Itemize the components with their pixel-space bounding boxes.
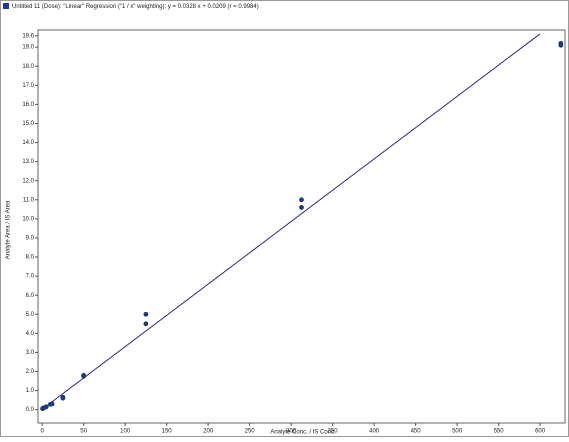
x-tick-label: 450 bbox=[411, 429, 422, 435]
point bbox=[43, 404, 49, 410]
point bbox=[143, 311, 149, 317]
point bbox=[60, 394, 66, 400]
point bbox=[81, 372, 87, 378]
y-tick-label: 6.0 bbox=[26, 293, 35, 299]
y-tick-label: 16.0 bbox=[22, 102, 34, 108]
y-tick-label: 11.0 bbox=[23, 197, 35, 203]
y-tick-label: 7.0 bbox=[26, 274, 35, 280]
plot-frame bbox=[37, 29, 566, 424]
y-tick-label: 1.0 bbox=[26, 388, 35, 394]
x-tick-label: 400 bbox=[369, 429, 380, 435]
fit-line bbox=[41, 33, 541, 410]
y-tick-label: 8.0 bbox=[26, 255, 35, 261]
y-tick-label: 14.0 bbox=[22, 140, 34, 146]
y-tick-label: 3.0 bbox=[26, 350, 35, 356]
y-tick-label: 13.0 bbox=[22, 159, 34, 165]
point bbox=[49, 401, 55, 407]
y-axis-label: Analyte Area / IS Area bbox=[6, 200, 12, 259]
point bbox=[299, 205, 304, 210]
x-tick-label: 550 bbox=[494, 429, 505, 435]
x-tick-label: 150 bbox=[162, 429, 173, 435]
y-tick-label: 18.0 bbox=[22, 64, 34, 70]
y-tick-label: 10.0 bbox=[22, 216, 34, 222]
x-tick-label: 500 bbox=[452, 429, 463, 435]
x-axis-label: Analyte Conc. / IS Conc. bbox=[270, 430, 336, 436]
x-tick-label: 600 bbox=[535, 429, 546, 435]
y-tick-label: 17.0 bbox=[22, 83, 34, 89]
point bbox=[299, 197, 304, 203]
x-tick-label: 0 bbox=[40, 429, 44, 435]
y-tick-label: 5.0 bbox=[26, 312, 35, 318]
point bbox=[558, 42, 564, 48]
point bbox=[143, 321, 149, 327]
x-tick-label: 300 bbox=[286, 429, 297, 435]
chart-title: Untitled 11 (Dose): "Linear" Regression … bbox=[12, 4, 259, 10]
y-tick-label: 12.0 bbox=[22, 178, 34, 184]
y-tick-label: 2.0 bbox=[26, 369, 35, 375]
x-tick-label: 350 bbox=[328, 429, 339, 435]
x-tick-label: 250 bbox=[245, 429, 256, 435]
y-tick-label: 19.6 bbox=[22, 33, 34, 39]
x-tick-label: 50 bbox=[80, 429, 87, 435]
y-tick-label: 19.0 bbox=[22, 45, 34, 51]
y-tick-label: 15.0 bbox=[22, 121, 34, 127]
legend-swatch bbox=[3, 3, 9, 9]
x-tick-label: 200 bbox=[203, 429, 214, 435]
y-tick-label: 4.0 bbox=[26, 331, 35, 337]
y-tick-label: 0.0 bbox=[26, 407, 35, 413]
y-tick-label: 9.0 bbox=[26, 236, 35, 242]
x-tick-label: 100 bbox=[120, 429, 131, 435]
